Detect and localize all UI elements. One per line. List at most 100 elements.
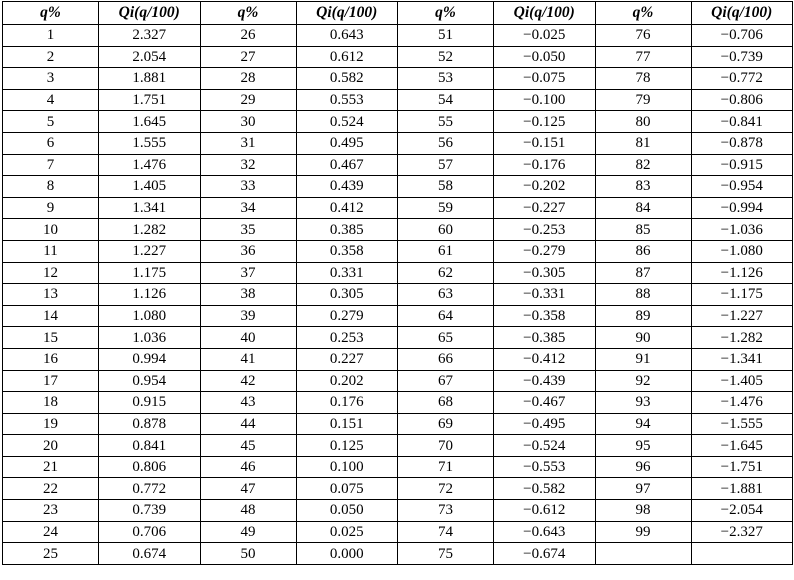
q-percent-cell: 73	[397, 499, 494, 522]
table-row: 24 0.706 49 0.025 74 −0.643 99 −2.327	[2, 520, 793, 544]
quantile-value-cell: 0.954	[98, 369, 201, 393]
quantile-value-cell: 0.772	[98, 477, 201, 501]
quantile-value-cell: 0.841	[98, 434, 201, 457]
q-percent-cell: 27	[199, 45, 297, 69]
table-row: 18 0.915 43 0.176 68 −0.467 93 −1.476	[2, 391, 793, 414]
q-percent-cell: 61	[397, 239, 494, 263]
q-percent-cell: 9	[2, 196, 99, 220]
table-row: 22 0.772 47 0.075 72 −0.582 97 −1.881	[2, 477, 793, 501]
quantile-value-cell: 0.612	[295, 45, 398, 69]
q-percent-cell: 12	[2, 261, 99, 285]
table-row: 17 0.954 42 0.202 67 −0.439 92 −1.405	[2, 369, 793, 393]
quantile-value-cell: −0.305	[493, 261, 596, 285]
quantile-value-cell: 1.282	[98, 218, 201, 241]
quantile-value-cell: 1.555	[98, 131, 201, 155]
q-percent-cell: 75	[397, 542, 494, 565]
q-percent-cell: 72	[397, 477, 494, 501]
table-row: 13 1.126 38 0.305 63 −0.331 88 −1.175	[2, 283, 793, 306]
quantile-value-cell: 0.100	[295, 455, 398, 479]
quantile-value-cell: 0.050	[295, 499, 398, 522]
quantile-value-cell: 1.126	[98, 283, 201, 306]
q-percent-cell: 16	[2, 347, 99, 371]
q-percent-cell: 94	[594, 412, 692, 436]
quantile-value-cell: −0.553	[493, 455, 596, 479]
q-percent-cell: 35	[199, 218, 297, 241]
quantile-value-cell: 0.739	[98, 499, 201, 522]
quantile-value-cell: 0.385	[295, 218, 398, 241]
q-percent-cell: 79	[594, 88, 692, 112]
quantile-value-cell: 0.151	[295, 412, 398, 436]
quantile-value-cell: 0.674	[98, 542, 201, 565]
q-percent-cell: 33	[199, 175, 297, 198]
q-percent-cell: 60	[397, 218, 494, 241]
quantile-value-cell: −0.674	[493, 542, 596, 565]
quantile-value-cell: −0.125	[493, 110, 596, 133]
q-percent-cell: 62	[397, 261, 494, 285]
q-percent-cell: 55	[397, 110, 494, 133]
header-q-percent: q%	[594, 1, 692, 25]
q-percent-cell: 28	[199, 67, 297, 90]
table-body: 1 2.327 26 0.643 51 −0.025 76 −0.706 2 2.054 27 0.6…	[2, 24, 793, 565]
quantile-value-cell: −2.054	[690, 499, 793, 522]
q-percent-cell: 45	[199, 434, 297, 457]
q-percent-cell: 15	[2, 326, 99, 349]
q-percent-cell: 92	[594, 369, 692, 393]
header-row: q% Qi(q/100) q% Qi(q/100) q% Qi(q/100) q…	[2, 1, 793, 25]
quantile-value-cell: −0.412	[493, 347, 596, 371]
q-percent-cell: 52	[397, 45, 494, 69]
q-percent-cell: 93	[594, 391, 692, 414]
q-percent-cell: 21	[2, 455, 99, 479]
quantile-value-cell: 1.751	[98, 88, 201, 112]
quantile-value-cell: −1.751	[690, 455, 793, 479]
q-percent-cell: 19	[2, 412, 99, 436]
q-percent-cell: 88	[594, 283, 692, 306]
q-percent-cell: 89	[594, 304, 692, 328]
q-percent-cell: 85	[594, 218, 692, 241]
q-percent-cell: 41	[199, 347, 297, 371]
q-percent-cell: 40	[199, 326, 297, 349]
q-percent-cell: 81	[594, 131, 692, 155]
quantile-value-cell: −0.202	[493, 175, 596, 198]
q-percent-cell: 71	[397, 455, 494, 479]
q-percent-cell: 82	[594, 153, 692, 177]
quantile-value-cell: 0.806	[98, 455, 201, 479]
q-percent-cell: 90	[594, 326, 692, 349]
quantile-value-cell: −0.915	[690, 153, 793, 177]
quantile-value-cell: 1.175	[98, 261, 201, 285]
table-row: 6 1.555 31 0.495 56 −0.151 81 −0.878	[2, 131, 793, 155]
table-row: 9 1.341 34 0.412 59 −0.227 84 −0.994	[2, 196, 793, 220]
q-percent-cell: 48	[199, 499, 297, 522]
quantile-value-cell: 1.476	[98, 153, 201, 177]
q-percent-cell: 65	[397, 326, 494, 349]
quantile-value-cell: −0.050	[493, 45, 596, 69]
q-percent-cell: 38	[199, 283, 297, 306]
q-percent-cell: 46	[199, 455, 297, 479]
quantile-value-cell: 0.331	[295, 261, 398, 285]
q-percent-cell: 57	[397, 153, 494, 177]
quantile-value-cell: −0.954	[690, 175, 793, 198]
q-percent-cell: 68	[397, 391, 494, 414]
quantile-value-cell: −1.645	[690, 434, 793, 457]
quantile-value-cell: −0.806	[690, 88, 793, 112]
header-q-percent: q%	[2, 1, 99, 25]
quantile-value-cell: 0.202	[295, 369, 398, 393]
quantile-value-cell	[690, 542, 793, 565]
quantile-value-cell: −0.772	[690, 67, 793, 90]
header-q-percent: q%	[397, 1, 494, 25]
q-percent-cell: 67	[397, 369, 494, 393]
quantile-value-cell: 2.327	[98, 24, 201, 47]
table-row: 20 0.841 45 0.125 70 −0.524 95 −1.645	[2, 434, 793, 457]
q-percent-cell: 83	[594, 175, 692, 198]
quantile-value-cell: 0.075	[295, 477, 398, 501]
quantile-value-cell: −0.582	[493, 477, 596, 501]
q-percent-cell: 7	[2, 153, 99, 177]
q-percent-cell: 30	[199, 110, 297, 133]
quantile-value-cell: 0.994	[98, 347, 201, 371]
q-percent-cell: 96	[594, 455, 692, 479]
q-percent-cell: 77	[594, 45, 692, 69]
quantile-value-cell: −0.176	[493, 153, 596, 177]
q-percent-cell: 80	[594, 110, 692, 133]
header-quantile: Qi(q/100)	[493, 1, 596, 25]
quantile-value-cell: −0.151	[493, 131, 596, 155]
q-percent-cell: 11	[2, 239, 99, 263]
